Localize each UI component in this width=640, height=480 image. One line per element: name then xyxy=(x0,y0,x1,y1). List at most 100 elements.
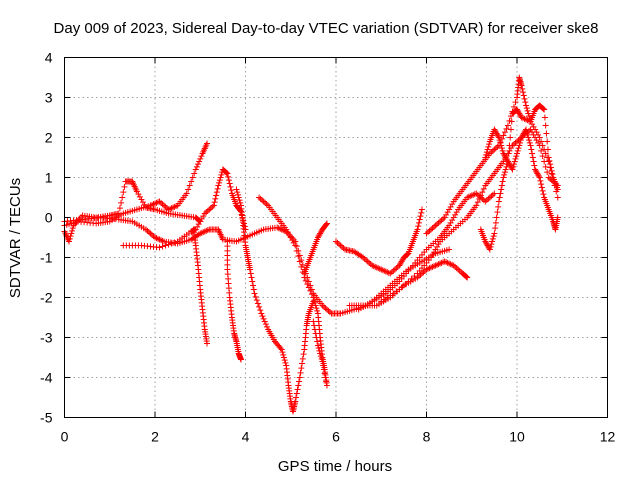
data-point xyxy=(247,270,254,277)
data-point xyxy=(525,134,532,141)
y-tick-label: 1 xyxy=(45,170,53,186)
data-point xyxy=(492,145,499,152)
data-point xyxy=(156,244,163,251)
data-point xyxy=(498,186,505,193)
data-point xyxy=(530,158,537,165)
data-point xyxy=(482,154,489,161)
data-point xyxy=(317,353,324,360)
data-point xyxy=(212,195,219,202)
data-point xyxy=(479,189,486,196)
data-point xyxy=(533,129,540,136)
data-point xyxy=(525,110,532,117)
data-point xyxy=(512,155,519,162)
series-track-14 xyxy=(423,74,561,237)
data-point xyxy=(323,382,330,389)
data-point xyxy=(282,359,289,366)
data-point xyxy=(116,205,123,212)
data-point xyxy=(456,267,463,274)
data-point xyxy=(538,147,545,154)
data-point xyxy=(252,293,259,300)
data-point xyxy=(480,185,487,192)
data-point xyxy=(486,141,493,148)
data-point xyxy=(280,354,287,361)
data-point xyxy=(363,257,370,264)
data-point xyxy=(120,189,127,196)
data-point xyxy=(281,357,288,364)
data-point xyxy=(391,266,398,273)
data-point xyxy=(492,219,499,226)
data-point xyxy=(524,131,531,138)
data-point xyxy=(253,297,260,304)
data-point xyxy=(528,146,535,153)
data-point xyxy=(447,203,454,210)
data-point xyxy=(299,360,306,367)
data-point xyxy=(496,194,503,201)
data-point xyxy=(298,263,305,270)
data-point xyxy=(189,174,196,181)
data-point xyxy=(486,246,493,253)
data-point xyxy=(311,322,318,329)
series-track-11 xyxy=(346,258,471,309)
series-track-9 xyxy=(301,220,330,277)
data-point xyxy=(447,219,454,226)
data-point xyxy=(538,138,545,145)
data-point xyxy=(542,150,549,157)
data-point xyxy=(314,338,321,345)
data-point xyxy=(214,185,221,192)
data-point xyxy=(541,106,548,113)
data-point xyxy=(171,239,178,246)
data-point xyxy=(262,199,269,206)
data-point xyxy=(522,99,529,106)
data-point xyxy=(485,195,492,202)
data-point xyxy=(322,305,329,312)
data-point xyxy=(450,214,457,221)
data-point xyxy=(393,265,400,272)
data-point xyxy=(506,147,513,154)
data-point xyxy=(520,92,527,99)
data-point xyxy=(519,85,526,92)
data-point xyxy=(491,146,498,153)
data-point xyxy=(158,199,165,206)
data-point xyxy=(235,194,242,201)
data-point xyxy=(523,126,530,133)
data-point xyxy=(473,202,480,209)
data-point xyxy=(183,190,190,197)
y-tick-label: -2 xyxy=(40,290,53,306)
data-point xyxy=(254,300,261,307)
data-point xyxy=(545,154,552,161)
data-point xyxy=(314,307,321,314)
data-marks xyxy=(61,74,561,415)
data-point xyxy=(204,140,211,147)
series-track-12 xyxy=(355,190,498,313)
data-point xyxy=(546,157,553,164)
data-point xyxy=(390,290,397,297)
data-point xyxy=(544,169,551,176)
data-point xyxy=(484,146,491,153)
data-point xyxy=(263,201,270,208)
data-point xyxy=(504,122,511,129)
data-point xyxy=(505,150,512,157)
y-tick-labels: -5 -4 -3 -2 -1 0 1 2 3 4 xyxy=(40,50,53,426)
data-point xyxy=(486,194,493,201)
data-point xyxy=(483,149,490,156)
grid xyxy=(64,57,608,418)
data-point xyxy=(489,238,496,245)
data-point xyxy=(435,241,442,248)
data-point xyxy=(236,197,243,204)
data-point xyxy=(520,89,527,96)
data-point xyxy=(516,142,523,149)
data-point xyxy=(225,177,232,184)
data-point xyxy=(315,345,322,352)
data-point xyxy=(538,184,545,191)
series-track-2 xyxy=(61,140,211,229)
data-point xyxy=(487,243,494,250)
data-point xyxy=(388,269,395,276)
data-point xyxy=(429,225,436,232)
data-point xyxy=(293,390,300,397)
data-point xyxy=(554,214,561,221)
data-point xyxy=(296,252,303,259)
data-point xyxy=(548,167,555,174)
data-point xyxy=(434,221,441,228)
data-point xyxy=(431,223,438,230)
data-point xyxy=(216,177,223,184)
